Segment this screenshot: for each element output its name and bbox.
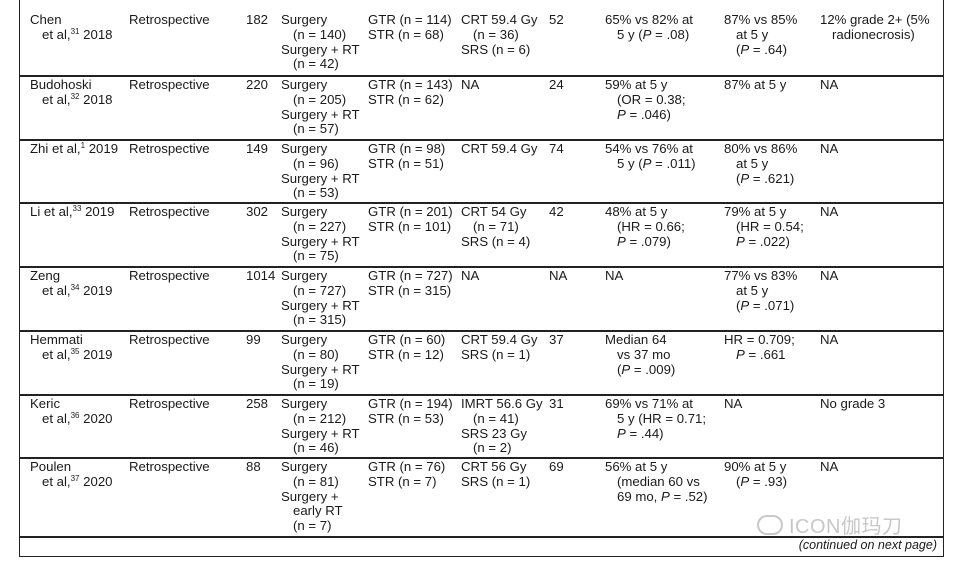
n-cell: 1014 xyxy=(246,268,276,283)
n-cell: 258 xyxy=(246,396,269,411)
surgery-cell: Surgery (n = 81) Surgery + early RT (n =… xyxy=(281,459,343,534)
table-row: Keric et al,36 2020 Retrospective 258 Su… xyxy=(20,396,943,459)
followup-cell: 31 xyxy=(549,396,564,411)
followup-cell: 42 xyxy=(549,204,564,219)
study-cell: Chen et al,31 2018 xyxy=(30,12,113,42)
toxicity-cell: No grade 3 xyxy=(820,396,886,411)
toxicity-cell: NA xyxy=(820,141,839,156)
watermark-text: ICON伽玛刀 xyxy=(789,516,903,538)
os-cell: 90% at 5 y (P = .93) xyxy=(724,459,787,489)
followup-cell: 52 xyxy=(549,12,564,27)
pfs-cell: 69% vs 71% at 5 y (HR = 0.71; P = .44) xyxy=(605,396,707,441)
resection-cell: GTR (n = 98) STR (n = 51) xyxy=(368,141,446,171)
table-row: Zeng et al,34 2019 Retrospective 1014 Su… xyxy=(20,268,943,332)
table-row: Poulen et al,37 2020 Retrospective 88 Su… xyxy=(20,459,943,538)
pfs-cell: 59% at 5 y (OR = 0.38; P = .046) xyxy=(605,77,686,122)
study-cell: Hemmati et al,35 2019 xyxy=(30,332,113,362)
table-row: Chen et al,31 2018 Retrospective 182 Sur… xyxy=(20,12,943,77)
n-cell: 88 xyxy=(246,459,261,474)
followup-cell: NA xyxy=(549,268,568,283)
pfs-cell: 48% at 5 y (HR = 0.66; P = .079) xyxy=(605,204,685,249)
design-cell: Retrospective xyxy=(129,204,210,219)
resection-cell: GTR (n = 727) STR (n = 315) xyxy=(368,268,453,298)
toxicity-cell: NA xyxy=(820,332,839,347)
pfs-cell: Median 64 vs 37 mo (P = .009) xyxy=(605,332,676,377)
design-cell: Retrospective xyxy=(129,77,210,92)
table-row: Hemmati et al,35 2019 Retrospective 99 S… xyxy=(20,332,943,396)
resection-cell: GTR (n = 194) STR (n = 53) xyxy=(368,396,453,426)
followup-cell: 69 xyxy=(549,459,564,474)
study-cell: Keric et al,36 2020 xyxy=(30,396,113,426)
design-cell: Retrospective xyxy=(129,459,210,474)
toxicity-cell: NA xyxy=(820,459,839,474)
resection-cell: GTR (n = 201) STR (n = 101) xyxy=(368,204,453,234)
surgery-cell: Surgery (n = 212) Surgery + RT (n = 46) xyxy=(281,396,360,456)
n-cell: 302 xyxy=(246,204,269,219)
wechat-icon xyxy=(757,515,783,535)
table-row: Budohoski et al,32 2018 Retrospective 22… xyxy=(20,77,943,141)
followup-cell: 37 xyxy=(549,332,564,347)
design-cell: Retrospective xyxy=(129,268,210,283)
followup-cell: 74 xyxy=(549,141,564,156)
study-cell: Budohoski et al,32 2018 xyxy=(30,77,113,107)
table-row: Zhi et al,1 2019 Retrospective 149 Surge… xyxy=(20,141,943,204)
pfs-cell: 54% vs 76% at 5 y (P = .011) xyxy=(605,141,696,171)
os-cell: NA xyxy=(724,396,743,411)
os-cell: 77% vs 83% at 5 y (P = .071) xyxy=(724,268,798,313)
os-cell: 80% vs 86% at 5 y (P = .621) xyxy=(724,141,798,186)
toxicity-cell: NA xyxy=(820,77,839,92)
design-cell: Retrospective xyxy=(129,332,210,347)
toxicity-cell: 12% grade 2+ (5% radionecrosis) xyxy=(820,12,930,42)
resection-cell: GTR (n = 60) STR (n = 12) xyxy=(368,332,446,362)
rt-cell: CRT 59.4 Gy SRS (n = 1) xyxy=(461,332,538,362)
rt-cell: CRT 59.4 Gy xyxy=(461,141,538,156)
pfs-cell: 65% vs 82% at 5 y (P = .08) xyxy=(605,12,693,42)
study-cell: Poulen et al,37 2020 xyxy=(30,459,113,489)
pfs-cell: 56% at 5 y (median 60 vs 69 mo, P = .52) xyxy=(605,459,708,504)
rt-cell: CRT 54 Gy (n = 71) SRS (n = 4) xyxy=(461,204,531,249)
design-cell: Retrospective xyxy=(129,12,210,27)
rt-cell: CRT 59.4 Gy (n = 36) SRS (n = 6) xyxy=(461,12,538,57)
rt-cell: NA xyxy=(461,77,480,92)
study-cell: Zeng et al,34 2019 xyxy=(30,268,113,298)
n-cell: 220 xyxy=(246,77,269,92)
os-cell: 79% at 5 y (HR = 0.54; P = .022) xyxy=(724,204,804,249)
surgery-cell: Surgery (n = 140) Surgery + RT (n = 42) xyxy=(281,12,360,72)
study-cell: Li et al,33 2019 xyxy=(30,204,115,219)
toxicity-cell: NA xyxy=(820,268,839,283)
os-cell: HR = 0.709; P = .661 xyxy=(724,332,795,362)
table-row: Li et al,33 2019 Retrospective 302 Surge… xyxy=(20,204,943,268)
design-cell: Retrospective xyxy=(129,396,210,411)
rt-cell: IMRT 56.6 Gy (n = 41) SRS 23 Gy (n = 2) xyxy=(461,396,543,456)
n-cell: 149 xyxy=(246,141,269,156)
continued-note: (continued on next page) xyxy=(798,538,937,552)
rt-cell: NA xyxy=(461,268,480,283)
resection-cell: GTR (n = 143) STR (n = 62) xyxy=(368,77,453,107)
surgery-cell: Surgery (n = 227) Surgery + RT (n = 75) xyxy=(281,204,360,264)
os-cell: 87% vs 85% at 5 y (P = .64) xyxy=(724,12,798,57)
pfs-cell: NA xyxy=(605,268,624,283)
followup-cell: 24 xyxy=(549,77,564,92)
design-cell: Retrospective xyxy=(129,141,210,156)
os-cell: 87% at 5 y xyxy=(724,77,787,92)
surgery-cell: Surgery (n = 205) Surgery + RT (n = 57) xyxy=(281,77,360,137)
n-cell: 99 xyxy=(246,332,261,347)
toxicity-cell: NA xyxy=(820,204,839,219)
watermark: ICON伽玛刀 xyxy=(757,510,903,539)
resection-cell: GTR (n = 114) STR (n = 68) xyxy=(368,12,452,42)
surgery-cell: Surgery (n = 727) Surgery + RT (n = 315) xyxy=(281,268,360,328)
surgery-cell: Surgery (n = 80) Surgery + RT (n = 19) xyxy=(281,332,360,392)
n-cell: 182 xyxy=(246,12,269,27)
resection-cell: GTR (n = 76) STR (n = 7) xyxy=(368,459,446,489)
rt-cell: CRT 56 Gy SRS (n = 1) xyxy=(461,459,531,489)
surgery-cell: Surgery (n = 96) Surgery + RT (n = 53) xyxy=(281,141,360,201)
table-frame: Chen et al,31 2018 Retrospective 182 Sur… xyxy=(19,0,944,557)
study-cell: Zhi et al,1 2019 xyxy=(30,141,119,156)
